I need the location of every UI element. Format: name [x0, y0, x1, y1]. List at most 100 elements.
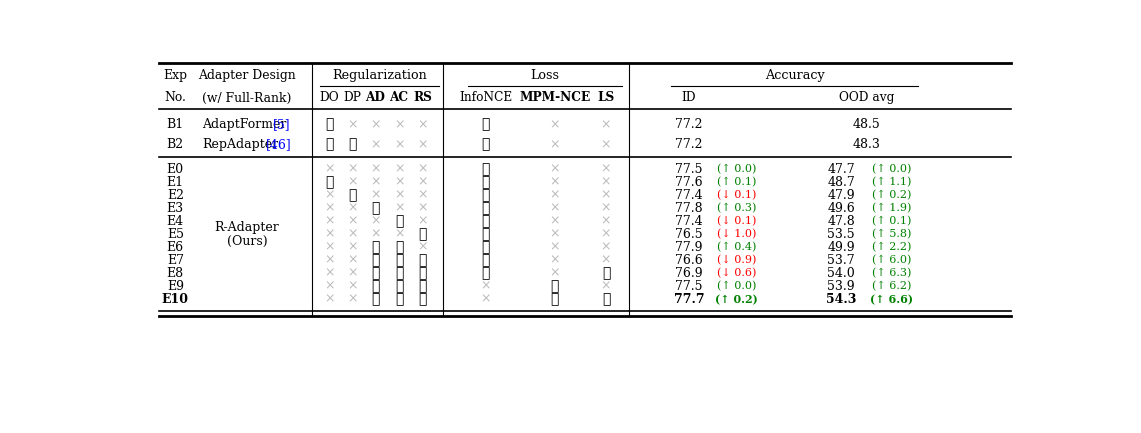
Text: (↑ 0.2): (↑ 0.2) [872, 190, 912, 200]
Text: ✓: ✓ [419, 292, 427, 307]
Text: ×: × [394, 118, 404, 131]
Text: E6: E6 [167, 241, 184, 254]
Text: 53.7: 53.7 [827, 254, 855, 267]
Text: ×: × [600, 215, 612, 228]
Text: ✓: ✓ [395, 279, 403, 293]
Text: ×: × [347, 254, 357, 267]
Text: ×: × [418, 118, 428, 131]
Text: ✓: ✓ [325, 175, 333, 189]
Text: ✓: ✓ [482, 188, 489, 202]
Text: No.: No. [164, 91, 186, 104]
Text: 77.6: 77.6 [675, 176, 703, 189]
Text: ID: ID [682, 91, 696, 104]
Text: ✓: ✓ [482, 138, 489, 152]
Text: ✓: ✓ [482, 266, 489, 280]
Text: 76.6: 76.6 [675, 254, 703, 267]
Text: ×: × [550, 189, 560, 202]
Text: ×: × [370, 189, 380, 202]
Text: RS: RS [413, 91, 432, 104]
Text: ×: × [550, 118, 560, 131]
Text: (↑ 6.0): (↑ 6.0) [872, 255, 912, 265]
Text: Accuracy: Accuracy [764, 69, 825, 82]
Text: ✓: ✓ [601, 266, 610, 280]
Text: 77.9: 77.9 [675, 241, 703, 254]
Text: ✓: ✓ [482, 240, 489, 254]
Text: ×: × [370, 176, 380, 189]
Text: ✓: ✓ [395, 240, 403, 254]
Text: ×: × [370, 118, 380, 131]
Text: ×: × [324, 163, 334, 176]
Text: ✓: ✓ [550, 292, 559, 307]
Text: 47.8: 47.8 [827, 215, 855, 228]
Text: 54.3: 54.3 [826, 293, 857, 306]
Text: ×: × [550, 267, 560, 280]
Text: E1: E1 [167, 176, 184, 189]
Text: ✓: ✓ [348, 138, 356, 152]
Text: (↑ 0.0): (↑ 0.0) [718, 164, 756, 174]
Text: ×: × [418, 202, 428, 215]
Text: (↑ 2.2): (↑ 2.2) [872, 242, 912, 252]
Text: ×: × [347, 267, 357, 280]
Text: ×: × [324, 241, 334, 254]
Text: E4: E4 [167, 215, 184, 228]
Text: ×: × [550, 254, 560, 267]
Text: ×: × [600, 280, 612, 293]
Text: (↑ 0.1): (↑ 0.1) [872, 216, 912, 226]
Text: ×: × [600, 176, 612, 189]
Text: ×: × [324, 189, 334, 202]
Text: AdaptFormer: AdaptFormer [202, 118, 286, 131]
Text: 77.7: 77.7 [674, 293, 704, 306]
Text: B1: B1 [167, 118, 184, 131]
Text: InfoNCE: InfoNCE [459, 91, 512, 104]
Text: B2: B2 [167, 138, 184, 151]
Text: ✓: ✓ [395, 214, 403, 228]
Text: ×: × [550, 176, 560, 189]
Text: 77.5: 77.5 [675, 280, 703, 293]
Text: ×: × [480, 293, 491, 306]
Text: ×: × [324, 293, 334, 306]
Text: ×: × [600, 189, 612, 202]
Text: R-Adapter: R-Adapter [215, 220, 280, 233]
Text: Loss: Loss [531, 69, 559, 82]
Text: ✓: ✓ [482, 162, 489, 176]
Text: 77.4: 77.4 [675, 189, 703, 202]
Text: (↓ 1.0): (↓ 1.0) [718, 229, 756, 239]
Text: AD: AD [365, 91, 386, 104]
Text: E8: E8 [167, 267, 184, 280]
Text: ✓: ✓ [395, 292, 403, 307]
Text: (↑ 1.9): (↑ 1.9) [872, 203, 912, 213]
Text: ×: × [324, 254, 334, 267]
Text: ✓: ✓ [482, 253, 489, 267]
Text: (Ours): (Ours) [227, 235, 267, 248]
Text: ×: × [600, 118, 612, 131]
Text: ✓: ✓ [482, 118, 489, 132]
Text: ×: × [394, 189, 404, 202]
Text: ✓: ✓ [482, 227, 489, 241]
Text: ×: × [347, 228, 357, 241]
Text: ×: × [418, 163, 428, 176]
Text: LS: LS [598, 91, 615, 104]
Text: ×: × [600, 241, 612, 254]
Text: [46]: [46] [266, 138, 292, 151]
Text: 48.5: 48.5 [852, 118, 880, 131]
Text: ×: × [370, 228, 380, 241]
Text: E10: E10 [162, 293, 189, 306]
Text: ✓: ✓ [395, 253, 403, 267]
Text: (↑ 5.8): (↑ 5.8) [872, 229, 912, 239]
Text: ✓: ✓ [482, 175, 489, 189]
Text: 76.5: 76.5 [675, 228, 703, 241]
Text: Adapter Design: Adapter Design [199, 69, 296, 82]
Text: ×: × [600, 163, 612, 176]
Text: ×: × [550, 228, 560, 241]
Text: 77.2: 77.2 [675, 138, 703, 151]
Text: ×: × [394, 228, 404, 241]
Text: (↑ 0.3): (↑ 0.3) [718, 203, 756, 213]
Text: ×: × [347, 215, 357, 228]
Text: ×: × [347, 163, 357, 176]
Text: ×: × [550, 163, 560, 176]
Text: (↓ 0.6): (↓ 0.6) [718, 268, 756, 278]
Text: ×: × [394, 176, 404, 189]
Text: ✓: ✓ [550, 279, 559, 293]
Text: E7: E7 [167, 254, 184, 267]
Text: (w/ Full-Rank): (w/ Full-Rank) [202, 91, 292, 104]
